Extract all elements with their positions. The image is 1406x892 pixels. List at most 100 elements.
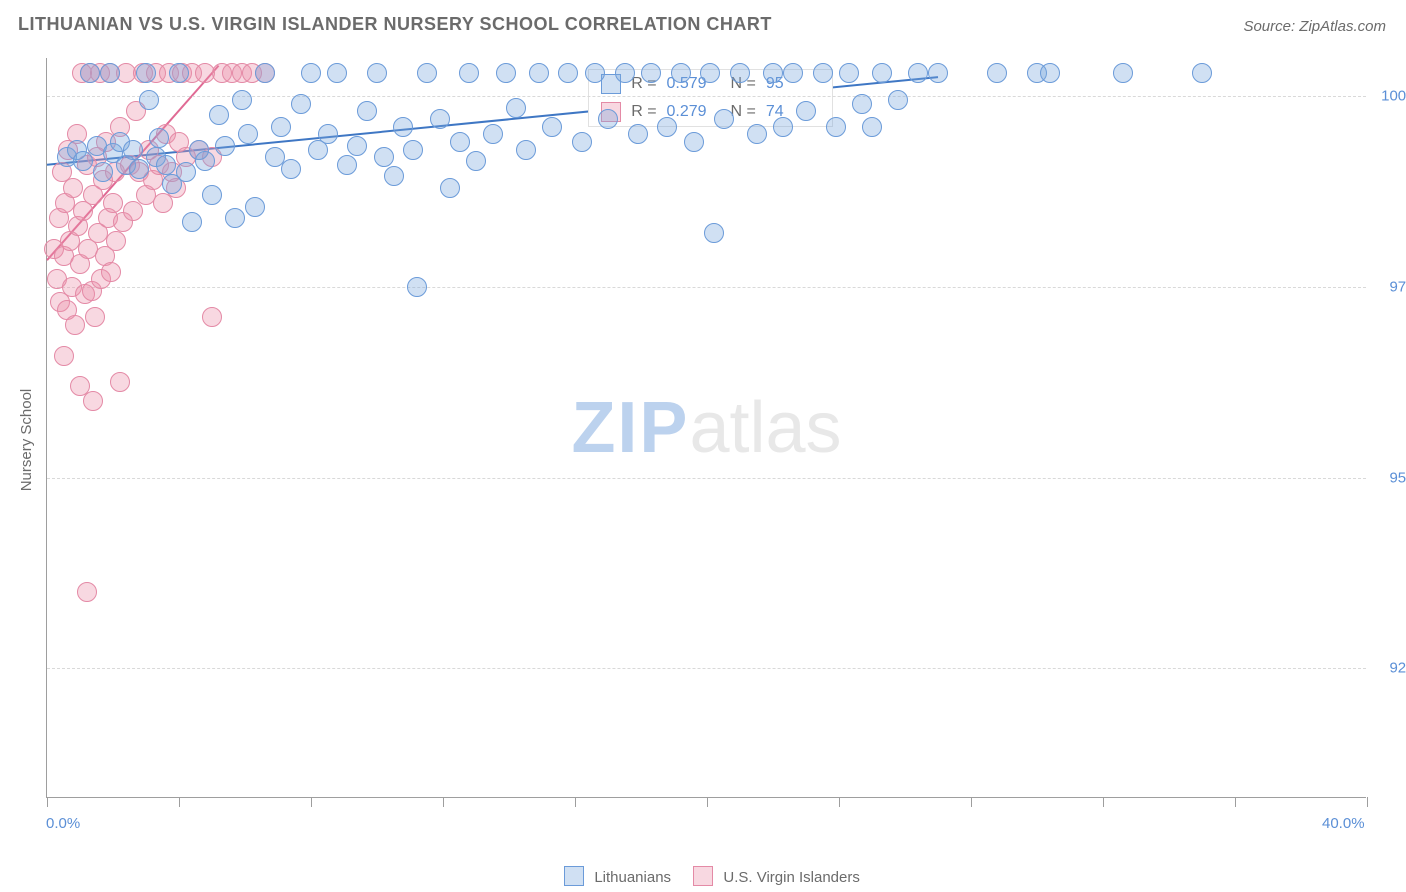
source-label: Source: ZipAtlas.com	[1243, 18, 1386, 35]
x-tick	[575, 797, 576, 807]
point-a	[347, 136, 367, 156]
x-tick	[971, 797, 972, 807]
point-a	[384, 166, 404, 186]
point-b	[106, 231, 126, 251]
point-a	[813, 63, 833, 83]
legend-label-b: U.S. Virgin Islanders	[723, 869, 859, 886]
point-a	[773, 117, 793, 137]
point-a	[506, 98, 526, 118]
point-a	[136, 63, 156, 83]
x-tick	[839, 797, 840, 807]
point-a	[700, 63, 720, 83]
point-a	[169, 63, 189, 83]
trendlines	[47, 58, 1367, 798]
point-a	[80, 63, 100, 83]
x-axis-max: 40.0%	[1322, 815, 1365, 832]
x-tick	[707, 797, 708, 807]
x-tick	[1235, 797, 1236, 807]
point-a	[195, 151, 215, 171]
legend: Lithuanians U.S. Virgin Islanders	[0, 866, 1406, 886]
watermark-left: ZIP	[571, 388, 689, 468]
point-a	[357, 101, 377, 121]
point-a	[558, 63, 578, 83]
point-a	[496, 63, 516, 83]
point-a	[714, 109, 734, 129]
point-a	[367, 63, 387, 83]
legend-label-a: Lithuanians	[594, 869, 671, 886]
point-a	[459, 63, 479, 83]
y-tick-label: 97.5%	[1372, 278, 1406, 295]
point-a	[466, 151, 486, 171]
point-a	[417, 63, 437, 83]
point-a	[730, 63, 750, 83]
y-tick-label: 100.0%	[1372, 88, 1406, 105]
point-a	[271, 117, 291, 137]
point-b	[54, 346, 74, 366]
point-a	[516, 140, 536, 160]
point-b	[110, 372, 130, 392]
point-a	[327, 63, 347, 83]
point-a	[1192, 63, 1212, 83]
point-a	[100, 63, 120, 83]
point-a	[245, 197, 265, 217]
point-a	[987, 63, 1007, 83]
point-a	[337, 155, 357, 175]
point-a	[232, 90, 252, 110]
point-a	[598, 109, 618, 129]
point-a	[430, 109, 450, 129]
point-a	[908, 63, 928, 83]
point-a	[542, 117, 562, 137]
point-a	[301, 63, 321, 83]
gridline	[47, 287, 1366, 288]
point-a	[628, 124, 648, 144]
point-a	[450, 132, 470, 152]
point-a	[852, 94, 872, 114]
point-a	[225, 208, 245, 228]
point-a	[440, 178, 460, 198]
legend-swatch-b-icon	[693, 866, 713, 886]
label-r: R =	[631, 103, 656, 121]
point-a	[826, 117, 846, 137]
point-a	[139, 90, 159, 110]
y-axis-label: Nursery School	[18, 389, 35, 492]
watermark: ZIPatlas	[571, 387, 841, 469]
point-b	[77, 582, 97, 602]
gridline	[47, 668, 1366, 669]
point-a	[671, 63, 691, 83]
x-tick	[1367, 797, 1368, 807]
point-a	[291, 94, 311, 114]
point-b	[101, 262, 121, 282]
point-b	[202, 307, 222, 327]
point-a	[796, 101, 816, 121]
point-a	[483, 124, 503, 144]
point-b	[85, 307, 105, 327]
point-a	[238, 124, 258, 144]
chart-title: LITHUANIAN VS U.S. VIRGIN ISLANDER NURSE…	[18, 14, 772, 35]
point-a	[202, 185, 222, 205]
legend-swatch-a-icon	[564, 866, 584, 886]
point-a	[215, 136, 235, 156]
x-tick	[1103, 797, 1104, 807]
stat-b-r: 0.279	[667, 103, 721, 121]
label-n: N =	[731, 103, 756, 121]
watermark-right: atlas	[689, 388, 841, 468]
point-b	[103, 193, 123, 213]
point-a	[209, 105, 229, 125]
y-tick-label: 92.5%	[1372, 660, 1406, 677]
point-a	[747, 124, 767, 144]
point-b	[65, 315, 85, 335]
point-a	[572, 132, 592, 152]
point-b	[63, 178, 83, 198]
point-a	[393, 117, 413, 137]
point-a	[407, 277, 427, 297]
x-tick	[443, 797, 444, 807]
x-tick	[311, 797, 312, 807]
point-a	[585, 63, 605, 83]
x-tick	[179, 797, 180, 807]
point-a	[149, 128, 169, 148]
x-tick	[47, 797, 48, 807]
point-a	[176, 162, 196, 182]
point-a	[657, 117, 677, 137]
point-a	[93, 162, 113, 182]
point-a	[182, 212, 202, 232]
